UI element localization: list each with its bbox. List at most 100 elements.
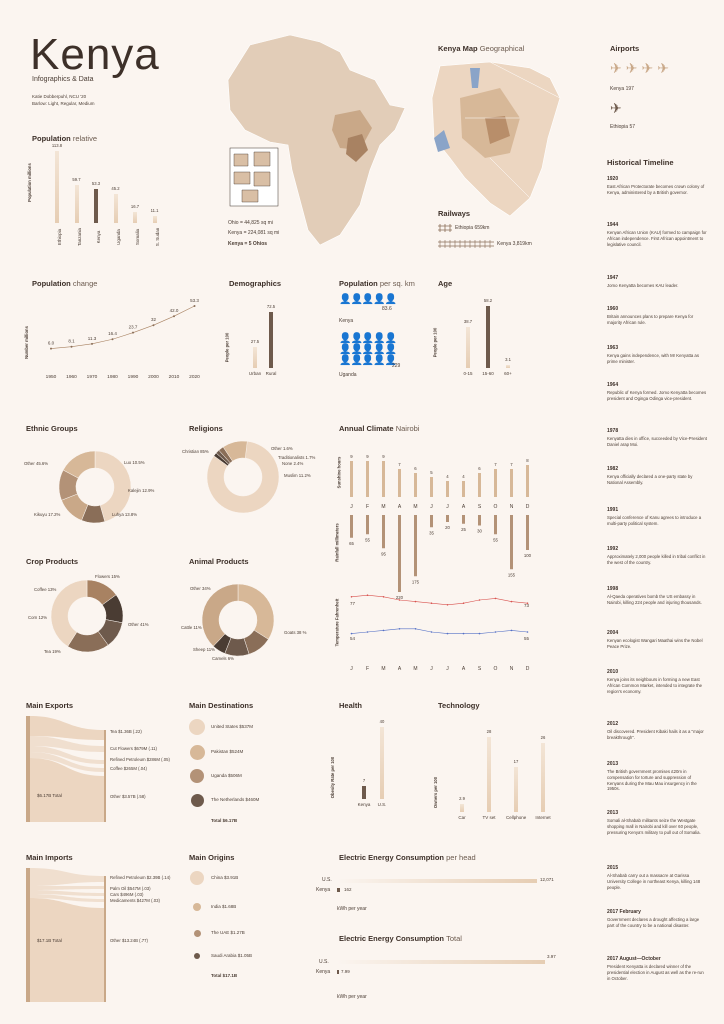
rain-bar xyxy=(398,515,401,592)
page-subtitle: Infographics & Data xyxy=(32,76,94,83)
fonts-note: Barlow: Light, Regular, Medium xyxy=(32,101,95,106)
rain-bar xyxy=(350,515,353,538)
pop-change-point xyxy=(50,347,52,350)
month-label: J xyxy=(350,504,353,510)
kenya-sq: Kenya = 224,081 sq mi xyxy=(228,230,280,236)
destinations-item: Uganda $506M xyxy=(211,773,242,778)
imports-item: Refined Petroleum $2.39B (.14) xyxy=(110,875,171,880)
pop_rel-bar xyxy=(74,185,79,223)
temp-high-point xyxy=(494,597,497,600)
health-bar xyxy=(380,727,384,799)
month-label-bottom: M xyxy=(413,666,417,672)
timeline-year: 2013 xyxy=(607,810,619,816)
destinations-bubble xyxy=(189,744,205,760)
timeline-event: 1920 East African Protectorate becomes cr… xyxy=(607,176,707,196)
timeline-event: 2004 Kenyan ecologist Wangari Maathai win… xyxy=(607,630,707,650)
kenya-map xyxy=(431,61,561,217)
imports-item: Cars $496M (.03) xyxy=(110,892,144,897)
temp-high-point xyxy=(430,602,433,604)
rain-value: 25 xyxy=(461,527,466,532)
rain-bar xyxy=(430,515,433,528)
kenya-ohios: Kenya = 5 Ohios xyxy=(228,241,268,247)
month-label-bottom: D xyxy=(526,666,530,672)
sun-bar xyxy=(478,473,481,497)
energy-total-title: Electric Energy Consumption Total xyxy=(339,934,462,943)
rain-bar xyxy=(366,515,369,535)
origins-total: Total $17.1B xyxy=(211,973,238,978)
sun-value: 7 xyxy=(494,462,497,467)
timeline-year: 2015 xyxy=(607,865,619,871)
month-label-bottom: O xyxy=(494,666,498,672)
pop_rel-label: Kenya xyxy=(96,230,101,244)
imports-item: Other $13.24B (.77) xyxy=(110,938,148,943)
africa-map xyxy=(227,34,406,246)
timeline-event: 1947 Jomo Kenyatta becomes KAU leader. xyxy=(607,275,707,289)
pop_rel-label: Uganda xyxy=(115,229,121,245)
health-ylabel: Obesity Rate per 100 xyxy=(330,756,336,799)
age-label: 60+ xyxy=(504,371,512,376)
timeline-event: 2010 Kenya joins its neighbours in formin… xyxy=(607,669,707,694)
kenya-map-title: Kenya Map Geographical xyxy=(438,44,525,53)
crops-label: Coffee 13% xyxy=(34,587,57,592)
origins-item: The UAE $1.27B xyxy=(211,930,245,935)
origins-bubble xyxy=(193,929,201,937)
age-label: 0-15 xyxy=(463,371,473,376)
sun-value: 9 xyxy=(366,454,369,459)
timeline-text: Government declares a drought affecting … xyxy=(607,917,700,928)
demographics-bar xyxy=(269,311,273,368)
month-label-bottom: A xyxy=(398,666,402,672)
origins-bubble xyxy=(190,871,204,885)
month-label: F xyxy=(366,504,369,510)
month-label: A xyxy=(462,504,466,510)
month-label-bottom: S xyxy=(478,666,482,672)
month-label: M xyxy=(413,504,417,510)
ethnic-label: Kalejin 12.9% xyxy=(128,488,155,493)
energy-head-title: Electric Energy Consumption per head xyxy=(339,853,476,862)
climate-title: Annual Climate Nairobi xyxy=(339,424,420,433)
timeline-year: 2010 xyxy=(607,669,619,675)
health-label: Kenya xyxy=(357,802,371,807)
month-label: J xyxy=(430,504,433,510)
sun-value: 7 xyxy=(398,462,401,467)
sun-value: 6 xyxy=(414,466,417,471)
rain-value: 55 xyxy=(365,537,370,542)
exports-flow xyxy=(26,716,106,822)
timeline-year: 1978 xyxy=(607,428,619,434)
pop-change-value: 42.0 xyxy=(170,308,179,313)
animals-title: Animal Products xyxy=(189,557,249,566)
temp-high-point xyxy=(526,602,529,604)
ethnic-label: Other 45.6% xyxy=(24,461,49,466)
energy-total-kenya-val: 7.99 xyxy=(341,969,350,974)
energy-total-kenya-bar xyxy=(337,970,339,974)
origins-bubble xyxy=(194,953,200,959)
crops-slice xyxy=(50,579,88,647)
timeline-text: East African Protectorate becomes crown … xyxy=(607,184,705,195)
animals-label: Camels 6% xyxy=(212,656,234,661)
temp-low-point xyxy=(414,628,417,630)
destinations-item: United States $537M xyxy=(211,724,254,729)
sun-bar xyxy=(430,477,433,497)
animals-label: Other 34% xyxy=(190,586,211,591)
energy-total-us-bar xyxy=(337,960,545,964)
people-icons-uganda: 👤👤👤👤👤👤👤👤👤👤👤👤👤👤👤 xyxy=(339,333,397,366)
month-label: D xyxy=(526,504,530,510)
sun-bar xyxy=(350,461,353,497)
rain-value: 220 xyxy=(396,595,404,600)
pop-change-line xyxy=(50,305,195,349)
pop-change-value: 11.3 xyxy=(88,336,97,341)
rain-bar xyxy=(526,515,529,550)
religions-label: Other 1.6% xyxy=(271,446,293,451)
religions-label: None 2.4% xyxy=(282,461,304,466)
temp-low-line xyxy=(351,628,528,634)
pop_rel-value: 11.1 xyxy=(150,207,159,213)
temp-low-point xyxy=(478,632,481,635)
rain-value: 20 xyxy=(445,525,450,530)
airports-kenya: Kenya 197 xyxy=(610,86,634,92)
crops-label: Corn 12% xyxy=(28,615,48,620)
sun-bar xyxy=(462,481,465,497)
exports-title: Main Exports xyxy=(26,701,74,710)
tech-label: TV set xyxy=(482,815,496,820)
pop-change-point xyxy=(132,331,134,334)
health-value: 40 xyxy=(379,719,385,724)
